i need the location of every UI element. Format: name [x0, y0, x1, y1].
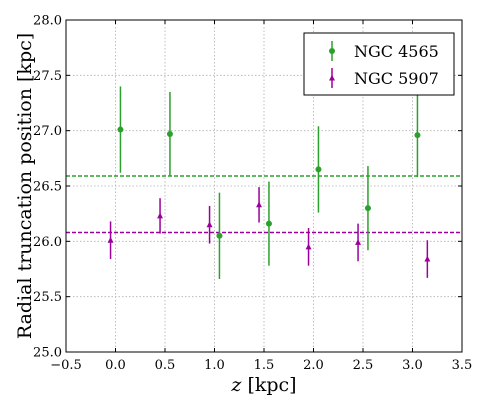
- y-tick-label: 26.5: [33, 180, 62, 195]
- data-point: [256, 201, 263, 208]
- x-axis-label-unit: [kpc]: [241, 374, 296, 396]
- axis-ticks: −0.5 0.0 0.5 1.0 1.5 2.0 2.5 3.0 3.5 25.0 25.5 26.0…: [33, 14, 472, 374]
- y-tick-label: 27.5: [33, 69, 62, 84]
- data-point: [355, 239, 362, 245]
- x-tick-label: 2.0: [303, 358, 324, 373]
- y-tick-label: 28.0: [33, 14, 62, 29]
- data-point: [364, 205, 371, 212]
- data-point: [305, 243, 312, 250]
- data-point: [414, 132, 421, 139]
- legend-box: [303, 32, 455, 96]
- x-tick-label: 0.5: [155, 358, 176, 373]
- data-point: [265, 220, 272, 227]
- legend: NGC 4565 NGC 5907: [303, 32, 455, 96]
- legend-marker: [329, 48, 335, 54]
- data-points: [107, 86, 431, 279]
- data-point: [206, 221, 213, 228]
- y-axis-label: Radial truncation position [kpc]: [14, 33, 36, 339]
- y-tick-label: 26.0: [33, 235, 62, 250]
- x-tick-label: −0.5: [50, 358, 82, 373]
- data-point: [157, 212, 164, 219]
- x-axis-label: z [kpc]: [230, 374, 296, 396]
- legend-label: NGC 4565: [354, 42, 439, 61]
- x-tick-label: 3.5: [452, 358, 473, 373]
- y-tick-label: 25.0: [33, 346, 62, 361]
- y-tick-label: 25.5: [33, 290, 62, 305]
- x-tick-label: 2.5: [353, 358, 374, 373]
- data-point: [424, 255, 431, 262]
- x-tick-label: 0.0: [105, 358, 126, 373]
- legend-marker: [329, 74, 335, 81]
- x-tick-label: 3.0: [402, 358, 423, 373]
- data-point: [107, 236, 114, 243]
- x-tick-label: 1.5: [254, 358, 275, 373]
- y-tick-label: 27.0: [33, 124, 62, 139]
- x-axis-label-var: z: [230, 374, 242, 396]
- data-point: [216, 232, 223, 239]
- data-point: [166, 130, 173, 137]
- data-point: [315, 166, 322, 173]
- legend-label: NGC 5907: [354, 69, 439, 88]
- x-tick-label: 1.0: [204, 358, 225, 373]
- data-point: [117, 126, 124, 133]
- mean-lines: [66, 175, 462, 234]
